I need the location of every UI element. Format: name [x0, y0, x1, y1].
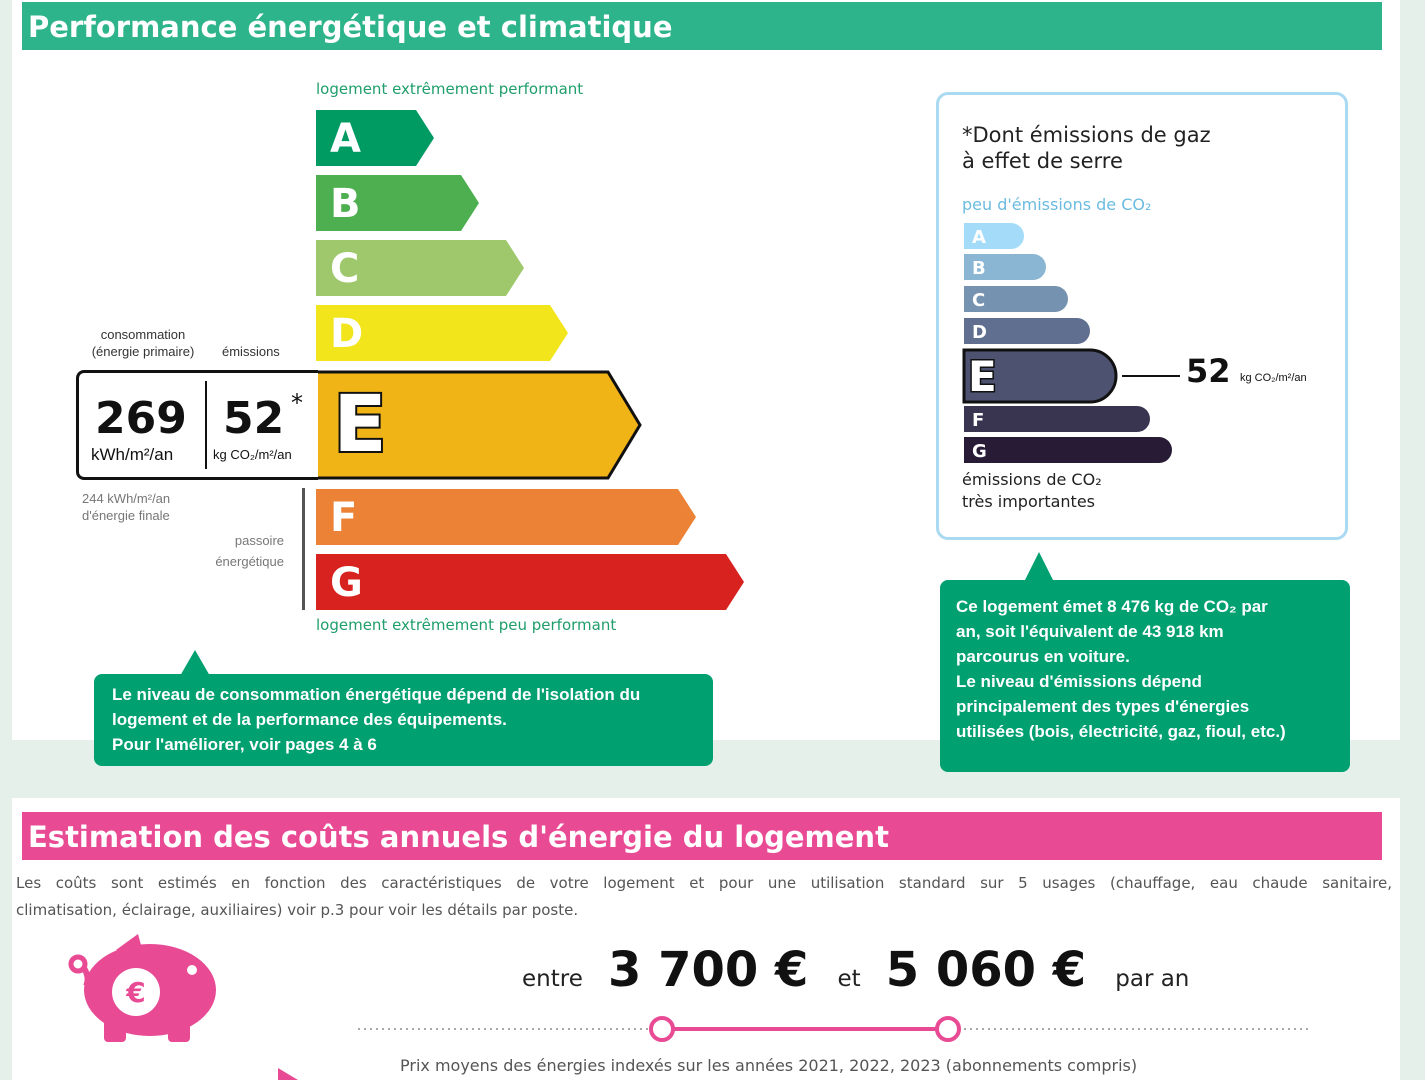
ges-note-line: Le niveau d'émissions dépend — [956, 672, 1202, 691]
energy-class-b-letter: B — [330, 181, 361, 227]
emissions-value: 52 — [223, 393, 285, 444]
ges-class-f-letter: F — [972, 410, 984, 431]
energy-note-line: Le niveau de consommation énergétique dé… — [112, 685, 641, 704]
ges-title: *Dont émissions de gaz à effet de serre — [962, 122, 1211, 174]
ges-class-d-bar — [964, 318, 1090, 344]
passoire-line1: passoire — [234, 533, 284, 548]
emissions-label: émissions — [222, 344, 280, 359]
cost-and: et — [837, 966, 861, 992]
costs-description-line2: climatisation, éclairage, auxiliaires) v… — [16, 901, 579, 919]
ges-class-b-letter: B — [972, 258, 986, 279]
final-energy: 244 kWh/m²/an d'énergie finale — [82, 490, 170, 524]
ges-unit: kg CO₂/m²/an — [1240, 372, 1307, 384]
costs-title: Estimation des coûts annuels d'énergie d… — [22, 812, 1382, 860]
value-box: 269 kWh/m²/an 52 * kg CO₂/m²/an — [76, 370, 318, 480]
consumption-label-line1: consommation — [100, 327, 186, 342]
energy-bottom-caption: logement extrêmement peu performant — [316, 616, 617, 634]
consumption-label-line2: (énergie primaire) — [91, 344, 195, 359]
emissions-unit: kg CO₂/m²/an — [213, 447, 292, 462]
energy-class-a-letter: A — [330, 116, 361, 162]
ges-value: 52 — [1186, 352, 1231, 390]
ges-class-f-bar — [964, 406, 1150, 432]
passoire-label: passoire énergétique — [190, 530, 284, 572]
cost-min-marker — [649, 1016, 675, 1042]
emissions-star: * — [291, 389, 303, 417]
energy-title: Performance énergétique et climatique — [22, 2, 1382, 50]
svg-text:€: € — [125, 976, 145, 1009]
pink-arrow-icon — [278, 1068, 298, 1080]
final-energy-line1: 244 kWh/m²/an — [82, 491, 171, 506]
ges-title-line1: *Dont émissions de gaz — [962, 123, 1211, 147]
ges-note-line: parcourus en voiture. — [956, 647, 1130, 666]
energy-class-d-bar — [316, 305, 568, 361]
ges-note-line: Ce logement émet 8 476 kg de CO₂ par — [956, 597, 1268, 616]
ges-note-line: utilisées (bois, électricité, gaz, fioul… — [956, 722, 1286, 741]
energy-class-d-letter: D — [330, 311, 363, 357]
consumption-value: 269 — [95, 393, 187, 444]
energy-class-c-letter: C — [330, 246, 359, 292]
piggy-bank-euro-icon: € — [68, 934, 216, 1042]
final-energy-line2: d'énergie finale — [82, 508, 170, 523]
ges-class-c-letter: C — [972, 290, 985, 311]
energy-note-line: Pour l'améliorer, voir pages 4 à 6 — [112, 735, 377, 754]
energy-class-a-bar — [316, 110, 434, 166]
energy-class-e-letter: E — [333, 380, 386, 470]
consumption-unit: kWh/m²/an — [91, 445, 174, 464]
ges-top-caption: peu d'émissions de CO₂ — [962, 195, 1152, 214]
energy-note-line: logement et de la performance des équipe… — [112, 710, 507, 729]
cost-max-marker — [935, 1016, 961, 1042]
costs-description-line1: Les coûts sont estimés en fonction des c… — [16, 874, 1392, 892]
ges-class-a-letter: A — [972, 227, 986, 248]
ges-note-line: an, soit l'équivalent de 43 918 km — [956, 622, 1224, 641]
costs-description: Les coûts sont estimés en fonction des c… — [16, 870, 1392, 924]
ges-class-d-letter: D — [972, 322, 987, 343]
ges-class-e-letter: E — [968, 352, 997, 401]
energy-class-f-letter: F — [330, 495, 357, 541]
ges-title-line2: à effet de serre — [962, 149, 1123, 173]
consumption-label: consommation (énergie primaire) — [78, 326, 208, 360]
passoire-line2: énergétique — [215, 554, 284, 569]
energy-class-g-letter: G — [330, 560, 363, 606]
ges-class-g-letter: G — [972, 441, 987, 462]
energy-class-g-bar — [316, 554, 744, 610]
ges-note-line: principalement des types d'énergies — [956, 697, 1250, 716]
ges-panel — [936, 92, 1348, 540]
prices-note: Prix moyens des énergies indexés sur les… — [400, 1056, 1138, 1075]
value-divider — [205, 381, 207, 469]
ges-bottom-caption-line2: très importantes — [962, 492, 1095, 511]
energy-top-caption: logement extrêmement performant — [316, 80, 584, 98]
ges-class-c-bar — [964, 286, 1068, 312]
cost-min: 3 700 € — [607, 942, 809, 998]
cost-range: entre 3 700 € et 5 060 € par an — [522, 942, 1189, 998]
energy-note: Le niveau de consommation énergétique dé… — [94, 674, 713, 766]
ges-note: Ce logement émet 8 476 kg de CO₂ par an,… — [940, 580, 1350, 772]
ges-bottom-caption: émissions de CO₂ très importantes — [962, 469, 1102, 513]
ges-class-e-bar — [962, 348, 1118, 404]
energy-class-c-bar — [316, 240, 524, 296]
cost-between: entre — [522, 966, 583, 992]
cost-max: 5 060 € — [885, 942, 1087, 998]
passoire-bracket — [302, 488, 305, 610]
ges-bottom-caption-line1: émissions de CO₂ — [962, 470, 1102, 489]
energy-class-b-bar — [316, 175, 479, 231]
energy-note-pointer — [180, 650, 210, 676]
cost-per-year: par an — [1115, 966, 1190, 992]
ges-class-a-bar — [964, 223, 1024, 249]
ges-class-b-bar — [964, 254, 1046, 280]
energy-class-f-bar — [316, 489, 696, 545]
ges-class-g-bar — [964, 437, 1172, 463]
cost-range-slider — [358, 1016, 1312, 1042]
ges-note-pointer — [1024, 552, 1054, 582]
